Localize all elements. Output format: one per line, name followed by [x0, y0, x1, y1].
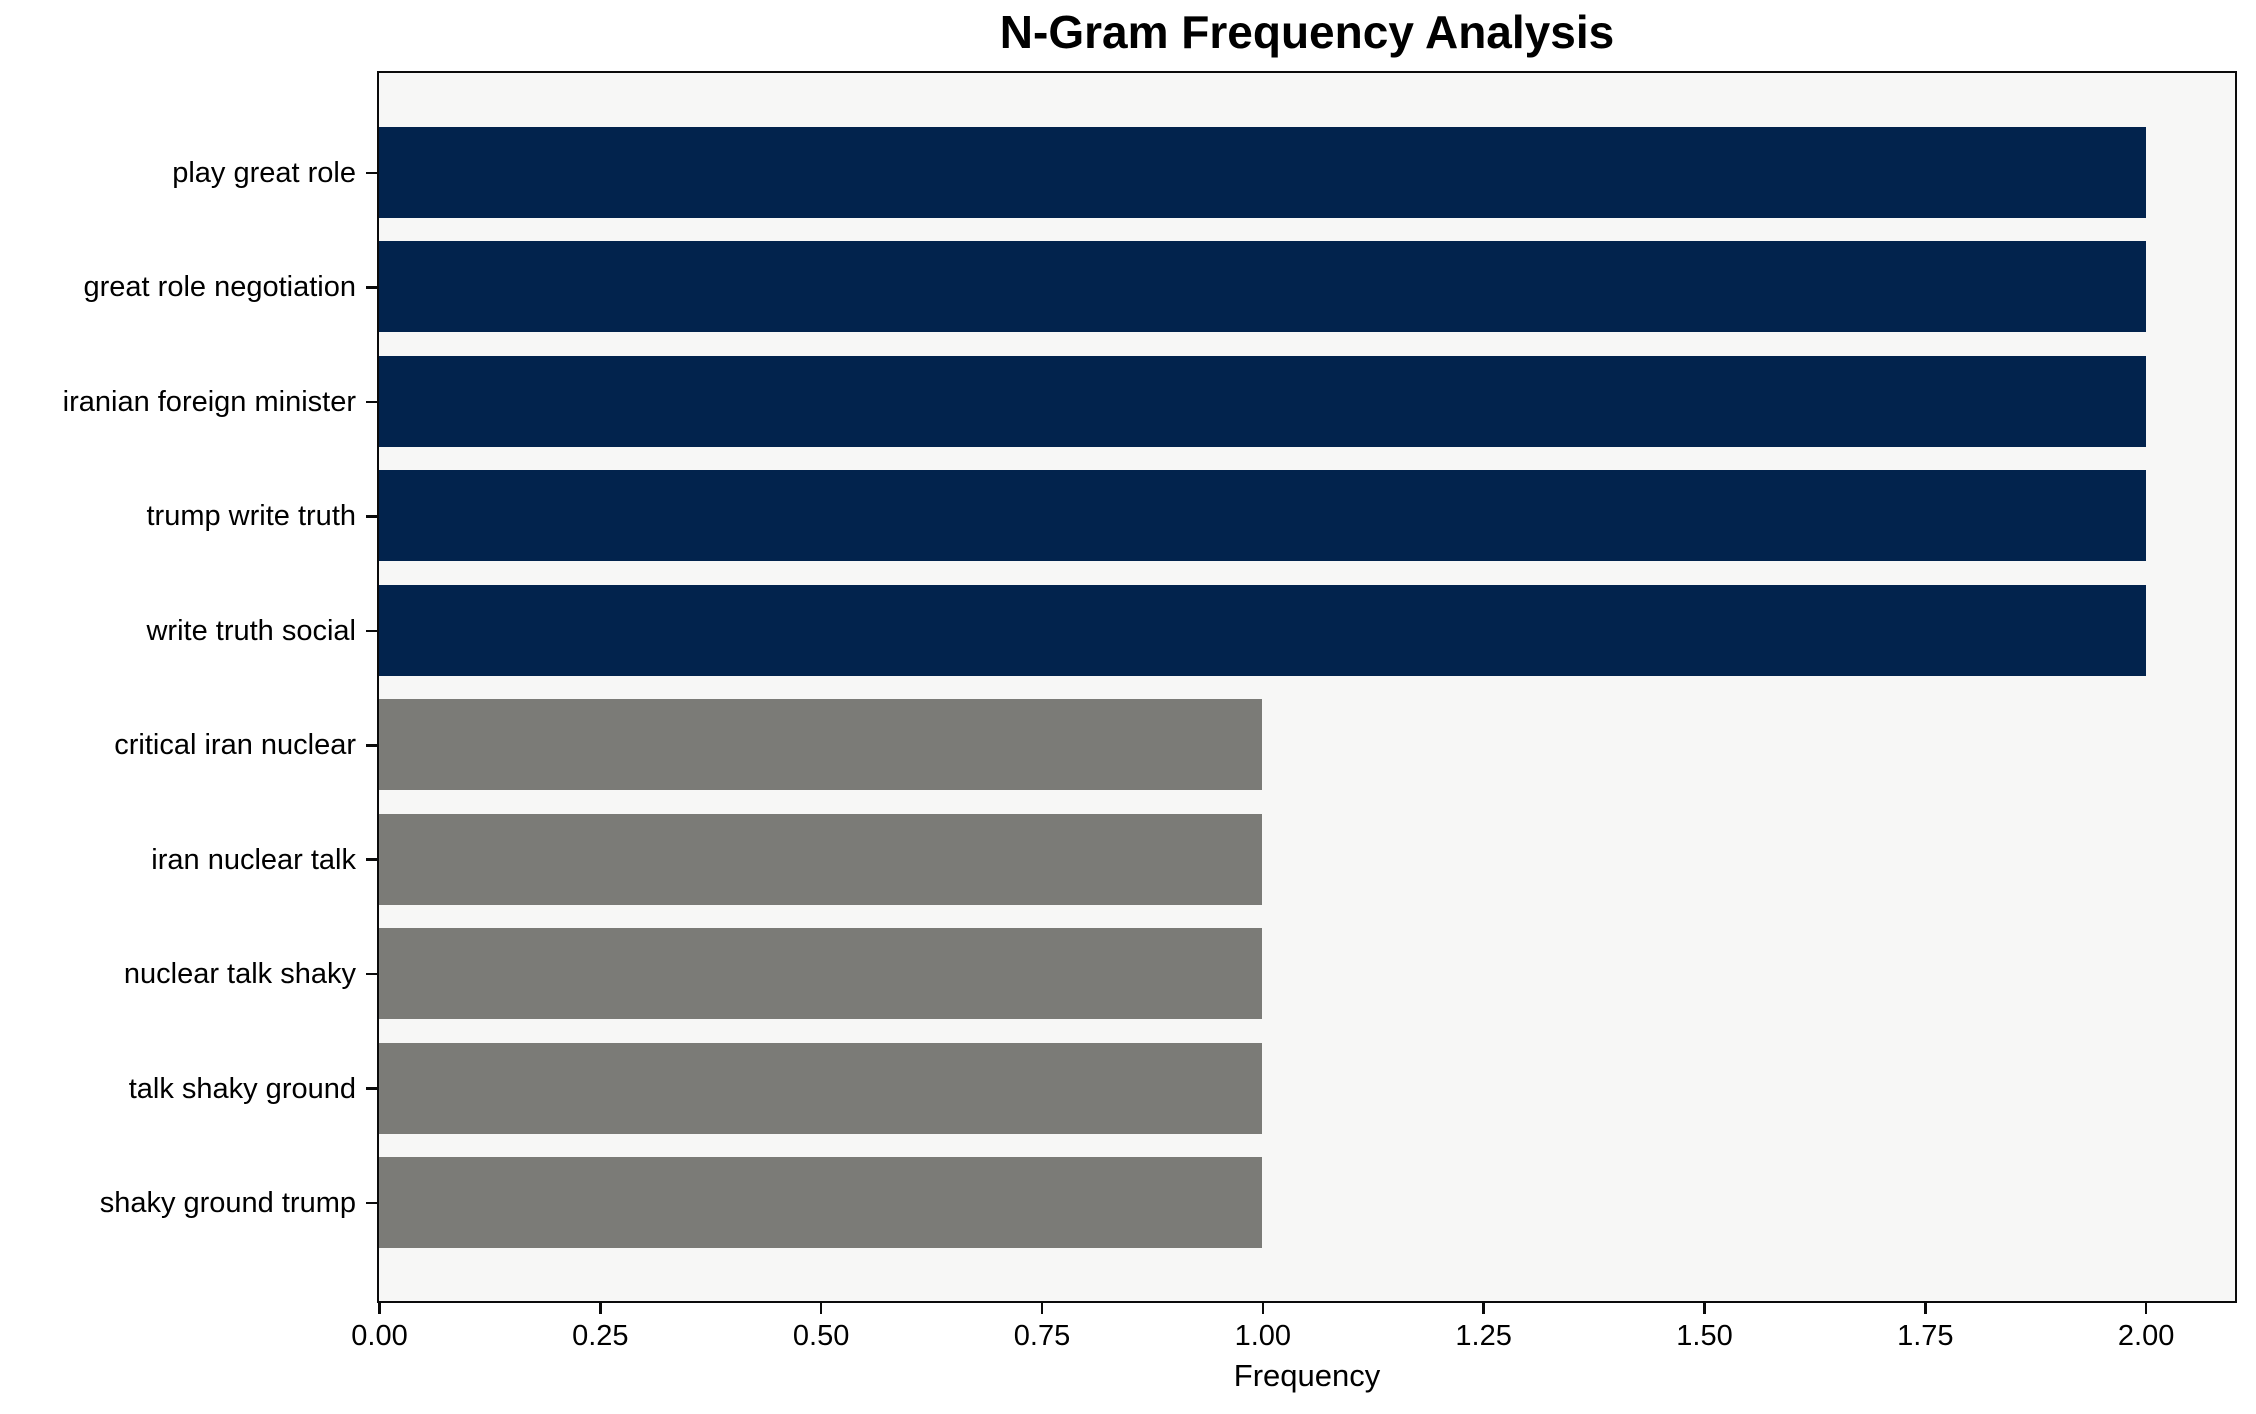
x-tick-label: 1.00	[1234, 1320, 1292, 1352]
bar-critical-iran-nuclear	[379, 699, 1263, 791]
x-tick-mark	[599, 1303, 602, 1314]
y-axis-label-talk-shaky-ground: talk shaky ground	[128, 1072, 356, 1105]
x-axis-label: Frequency	[1233, 1358, 1381, 1393]
x-tick-label: 0.50	[792, 1320, 850, 1352]
x-tick-label: 1.75	[1897, 1320, 1954, 1352]
y-axis-label-critical-iran-nuclear: critical iran nuclear	[114, 729, 356, 762]
bar-play-great-role	[379, 127, 2146, 218]
y-tick-mark	[366, 744, 377, 747]
chart-title: N-Gram Frequency Analysis	[999, 6, 1615, 58]
x-tick-label: 0.25	[572, 1320, 629, 1352]
y-axis-label-iranian-foreign-minister: iranian foreign minister	[62, 385, 356, 418]
x-tick-mark	[819, 1303, 823, 1314]
y-tick-mark	[366, 1201, 377, 1205]
y-axis-label-shaky-ground-trump: shaky ground trump	[99, 1187, 356, 1220]
x-tick-mark	[1040, 1303, 1044, 1314]
y-tick-mark	[366, 972, 377, 976]
y-tick-mark	[366, 171, 377, 175]
x-tick-mark	[1703, 1303, 1706, 1314]
bar-great-role-negotiation	[379, 241, 2146, 333]
y-tick-mark	[366, 286, 377, 289]
y-tick-mark	[366, 858, 377, 861]
y-axis-label-great-role-negotiation: great role negotiation	[83, 271, 356, 304]
y-tick-mark	[366, 515, 377, 518]
bar-iran-nuclear-talk	[379, 813, 1263, 905]
bar-iranian-foreign-minister	[379, 355, 2146, 447]
plot-area	[377, 71, 2237, 1303]
bar-write-truth-social	[379, 584, 2146, 676]
x-tick-mark	[1482, 1303, 1485, 1314]
bar-trump-write-truth	[379, 470, 2146, 562]
y-axis-label-play-great-role: play great role	[172, 157, 356, 189]
x-tick-mark	[2144, 1303, 2148, 1314]
y-axis-label-iran-nuclear-talk: iran nuclear talk	[151, 843, 356, 876]
y-axis-label-trump-write-truth: trump write truth	[146, 500, 357, 533]
bar-talk-shaky-ground	[379, 1042, 1263, 1134]
x-tick-label: 0.75	[1013, 1320, 1071, 1352]
x-tick-mark	[1924, 1303, 1927, 1314]
x-tick-label: 1.25	[1455, 1320, 1512, 1352]
y-tick-mark	[366, 400, 377, 404]
x-tick-label: 2.00	[2117, 1320, 2175, 1352]
y-axis-label-write-truth-social: write truth social	[146, 614, 356, 647]
x-tick-mark	[1261, 1303, 1265, 1314]
x-tick-mark	[378, 1303, 381, 1314]
bar-nuclear-talk-shaky	[379, 928, 1263, 1020]
x-tick-label: 0.00	[351, 1320, 408, 1352]
bar-shaky-ground-trump	[379, 1157, 1263, 1249]
y-axis-label-nuclear-talk-shaky: nuclear talk shaky	[123, 958, 356, 991]
y-tick-mark	[366, 629, 377, 633]
y-tick-mark	[366, 1087, 377, 1090]
x-tick-label: 1.50	[1676, 1320, 1733, 1352]
